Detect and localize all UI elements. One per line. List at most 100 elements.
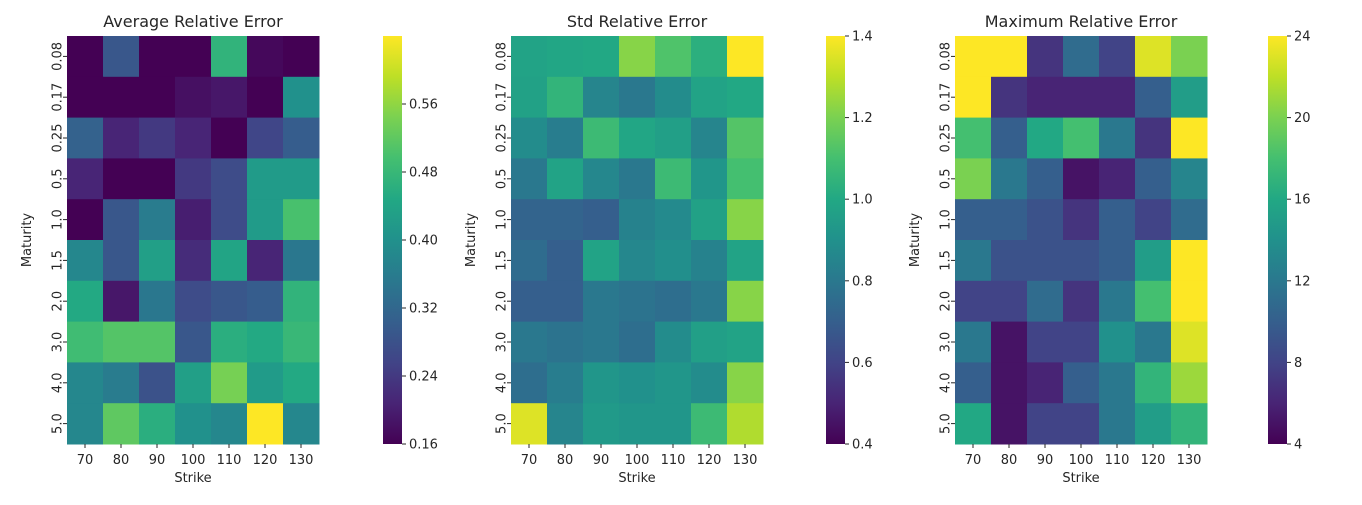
heatmap-cell [103, 158, 140, 200]
heatmap-cell [1027, 362, 1064, 404]
heatmap-cell [1171, 199, 1208, 241]
heatmap-cell [175, 158, 212, 200]
heatmap-cell [211, 76, 248, 119]
colorbar-tick-label: 16 [1294, 193, 1311, 208]
heatmap-cell [511, 76, 548, 119]
heatmap-cell [1063, 321, 1100, 363]
chart-title: Std Relative Error [567, 12, 708, 31]
heatmap-cell [175, 36, 212, 78]
heatmap-cell [1135, 280, 1172, 323]
y-tick-label: 0.25 [51, 124, 66, 153]
heatmap-cell [67, 403, 104, 445]
y-axis-label: Maturity [20, 213, 35, 268]
heatmap-cell [1099, 117, 1136, 159]
heatmap-cell [955, 158, 992, 200]
heatmap-cell [67, 36, 104, 78]
heatmap-cell [139, 117, 176, 159]
colorbar-tick-label: 0.48 [409, 166, 438, 181]
x-tick-label: 110 [1105, 453, 1130, 468]
y-tick-label: 4.0 [939, 372, 954, 393]
y-tick-label: 0.08 [51, 42, 66, 71]
heatmap-cell [619, 362, 656, 404]
heatmap-cell [139, 403, 176, 445]
heatmap-cell [583, 199, 620, 241]
x-axis-label: Strike [618, 471, 655, 486]
heatmap-cell [1063, 199, 1100, 241]
heatmap-cell [691, 76, 728, 119]
heatmap-cell [511, 362, 548, 404]
heatmap-cell [583, 403, 620, 445]
heatmap-cell [619, 158, 656, 200]
heatmap-cell [727, 403, 764, 445]
x-tick-label: 90 [149, 453, 166, 468]
heatmap-cell [583, 362, 620, 404]
heatmap-cell [655, 199, 692, 241]
heatmap-cell [583, 280, 620, 323]
heatmap-cell [691, 321, 728, 363]
heatmap-cell [1027, 240, 1064, 282]
heatmap-cell [283, 403, 320, 445]
heatmap-cell [283, 36, 320, 78]
colorbar-tick-label: 0.32 [409, 302, 438, 317]
heatmap-cell [283, 321, 320, 363]
heatmap-cell [1171, 280, 1208, 323]
heatmap-cell [547, 240, 584, 282]
heatmap-cell [691, 117, 728, 159]
heatmap-cell [1171, 362, 1208, 404]
heatmap-cell [1171, 76, 1208, 119]
colorbar-tick-label: 0.16 [409, 438, 438, 453]
heatmap-cell [283, 76, 320, 119]
heatmap-cell [1135, 362, 1172, 404]
heatmap-cell [511, 117, 548, 159]
chart-title: Average Relative Error [103, 12, 283, 31]
heatmap-cell [175, 199, 212, 241]
heatmap-cell [103, 76, 140, 119]
heatmap-cell [727, 362, 764, 404]
x-tick-label: 80 [557, 453, 574, 468]
heatmap-cell [139, 362, 176, 404]
heatmap-cell [247, 403, 284, 445]
x-tick-label: 90 [593, 453, 610, 468]
heatmap-cell [67, 117, 104, 159]
heatmap-cell [619, 199, 656, 241]
heatmap-cell [547, 280, 584, 323]
colorbar-tick-label: 1.4 [852, 30, 873, 45]
heatmap-cell [991, 403, 1028, 445]
colorbar-tick-label: 8 [1294, 356, 1302, 371]
heatmap-cell [175, 321, 212, 363]
heatmap-cell [211, 36, 248, 78]
y-tick-label: 0.08 [939, 42, 954, 71]
heatmap-cell [511, 199, 548, 241]
heatmap-cell [247, 280, 284, 323]
y-tick-label: 0.5 [51, 168, 66, 189]
heatmap-cell [691, 362, 728, 404]
heatmap-cell [655, 117, 692, 159]
heatmap-cell [1171, 158, 1208, 200]
heatmap-cell [139, 36, 176, 78]
heatmap-cell [175, 403, 212, 445]
heatmap-cell [1135, 199, 1172, 241]
heatmap-cell [955, 76, 992, 119]
heatmap-cell [583, 321, 620, 363]
heatmap-cell [103, 362, 140, 404]
heatmap-cell [547, 117, 584, 159]
y-tick-label: 3.0 [495, 332, 510, 353]
heatmap-cell [619, 280, 656, 323]
colorbar [383, 36, 402, 444]
heatmap-cell [283, 362, 320, 404]
colorbar [1268, 36, 1287, 444]
heatmap-cell [1135, 240, 1172, 282]
y-tick-label: 0.08 [495, 42, 510, 71]
heatmap-cell [139, 280, 176, 323]
y-tick-label: 1.5 [939, 250, 954, 271]
heatmap-cell [283, 158, 320, 200]
colorbar-tick-label: 0.6 [852, 356, 873, 371]
x-axis-label: Strike [1062, 471, 1099, 486]
heatmap-cell [1171, 36, 1208, 78]
heatmap-cell [211, 199, 248, 241]
y-tick-label: 2.0 [939, 291, 954, 312]
heatmap-cell [619, 76, 656, 119]
y-tick-label: 1.0 [939, 209, 954, 230]
heatmap-cell [727, 76, 764, 119]
heatmap-cell [991, 240, 1028, 282]
